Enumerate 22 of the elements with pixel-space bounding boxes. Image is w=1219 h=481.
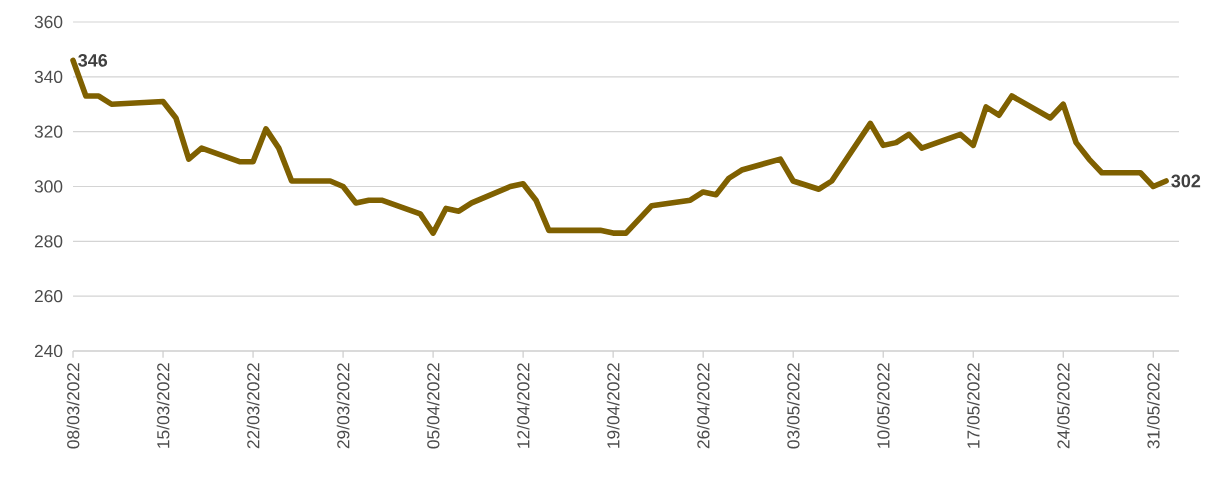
x-tick-label: 19/04/2022 xyxy=(606,363,620,448)
x-tick-label: 22/03/2022 xyxy=(246,363,260,449)
x-tick-label: 10/05/2022 xyxy=(876,363,890,448)
y-tick-label: 260 xyxy=(34,290,63,303)
y-tick-label: 300 xyxy=(34,180,63,193)
x-tick-label: 26/04/2022 xyxy=(696,363,710,449)
y-tick-label: 240 xyxy=(34,344,63,358)
x-tick-label: 03/05/2022 xyxy=(786,363,800,449)
x-tick-label: 31/05/2022 xyxy=(1146,363,1160,449)
y-tick-label: 320 xyxy=(34,125,63,138)
y-tick-label: 280 xyxy=(34,235,63,248)
y-tick-label: 360 xyxy=(34,15,63,29)
data-label: 302 xyxy=(1171,174,1201,188)
x-tick-label: 15/03/2022 xyxy=(156,363,170,448)
x-tick-label: 29/03/2022 xyxy=(336,363,350,449)
x-tick-label: 12/04/2022 xyxy=(516,363,530,448)
x-tick-label: 17/05/2022 xyxy=(966,363,980,448)
x-tick-label: 24/05/2022 xyxy=(1056,363,1070,449)
x-tick-label: 08/03/2022 xyxy=(66,363,80,449)
data-label: 346 xyxy=(78,53,108,67)
y-tick-label: 340 xyxy=(34,70,63,83)
x-tick-label: 05/04/2022 xyxy=(426,363,440,449)
